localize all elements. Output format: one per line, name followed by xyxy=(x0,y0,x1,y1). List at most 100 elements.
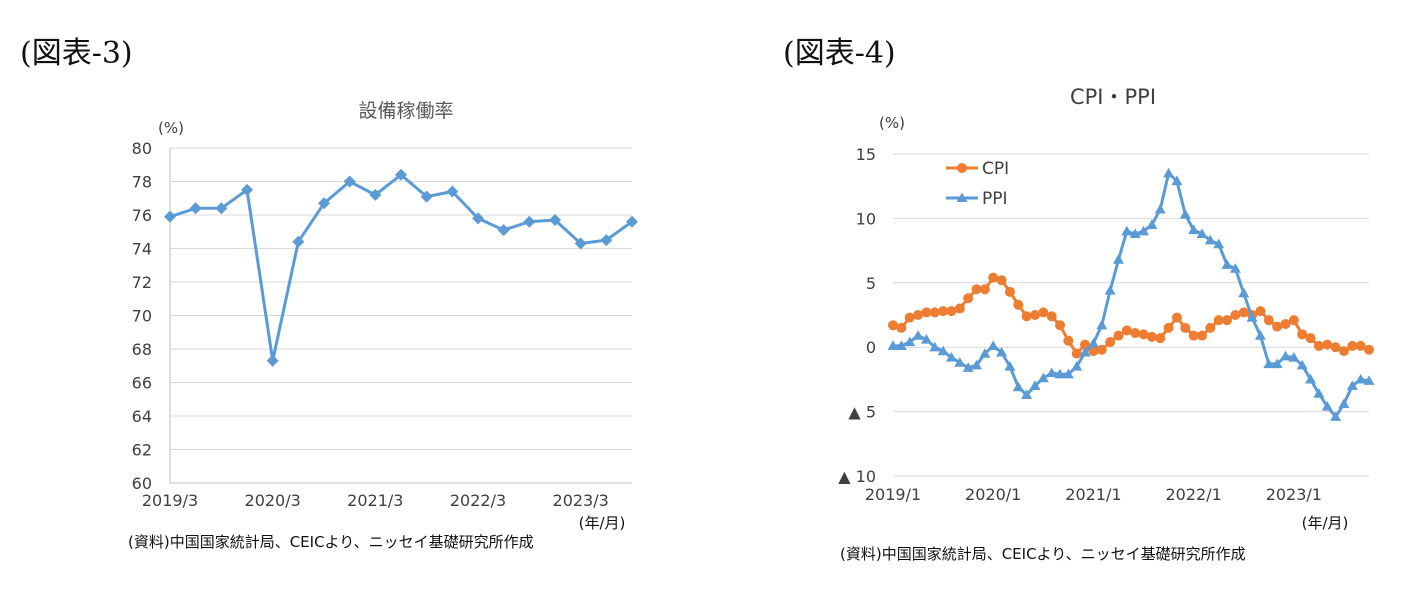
cpi-point-marker xyxy=(1305,333,1316,344)
cpi-point-marker xyxy=(988,272,999,283)
cpi-point-marker xyxy=(1188,330,1199,341)
legend-label: PPI xyxy=(982,189,1008,209)
data-point-marker xyxy=(626,215,638,228)
cpi-point-marker xyxy=(1355,340,1366,351)
y-tick-label: 72 xyxy=(132,273,152,292)
ppi-point-marker xyxy=(929,341,941,352)
cpi-point-marker xyxy=(1146,331,1157,342)
data-point-marker xyxy=(549,214,561,227)
ppi-point-marker xyxy=(1204,234,1216,245)
cpi-point-marker xyxy=(1263,315,1274,326)
x-tick-label: 2022/1 xyxy=(1165,485,1221,504)
cpi-point-marker xyxy=(1038,307,1049,318)
data-point-marker xyxy=(420,190,433,203)
cpi-point-marker xyxy=(1013,299,1024,310)
x-tick-label: 2023/1 xyxy=(1266,485,1322,504)
ppi-point-marker xyxy=(887,340,899,351)
ppi-point-marker xyxy=(1238,287,1250,298)
ppi-point-marker xyxy=(1221,259,1233,269)
cpi-point-marker xyxy=(1055,320,1066,331)
cpi-point-marker xyxy=(1330,342,1341,353)
ppi-point-marker xyxy=(904,336,916,347)
data-point-marker xyxy=(523,215,536,228)
cpi-line xyxy=(892,276,1370,356)
ppi-point-marker xyxy=(1146,219,1158,229)
cpi-point-marker xyxy=(1280,319,1291,330)
x-tick-label: 2019/1 xyxy=(865,485,921,504)
figure-4-source-note: (資料)中国国家統計局、CEICより、ニッセイ基礎研究所作成 xyxy=(840,545,1246,563)
ppi-point-marker xyxy=(1021,389,1033,399)
cpi-point-marker xyxy=(904,312,915,323)
y-tick-label: 80 xyxy=(132,139,152,158)
y-tick-label: 70 xyxy=(132,307,152,326)
ppi-point-marker xyxy=(1129,228,1141,238)
ppi-point-marker xyxy=(1154,203,1166,214)
ppi-point-marker xyxy=(1254,330,1266,340)
y-axis-unit-label: (%) xyxy=(158,119,184,137)
ppi-point-marker xyxy=(1171,175,1183,186)
y-tick-label: 0 xyxy=(866,338,876,357)
ppi-point-marker xyxy=(1121,225,1133,236)
ppi-point-marker xyxy=(1112,254,1124,264)
ppi-point-marker xyxy=(1288,352,1300,362)
cpi-point-marker xyxy=(1004,286,1015,297)
ppi-point-marker xyxy=(1046,367,1058,378)
cpi-point-marker xyxy=(1171,312,1182,323)
cpi-point-marker xyxy=(1288,315,1299,326)
ppi-point-marker xyxy=(1196,228,1208,238)
y-tick-label: ▲ 5 xyxy=(848,403,876,422)
data-point-marker xyxy=(369,188,382,201)
legend-swatch-marker xyxy=(957,163,967,173)
data-point-marker xyxy=(292,235,305,248)
x-tick-label: 2021/3 xyxy=(347,491,403,510)
figure-4-heading: (図表-4) xyxy=(783,36,896,71)
x-tick-label: 2022/3 xyxy=(450,491,506,510)
ppi-point-marker xyxy=(1104,285,1116,295)
figure-3-source-note: (資料)中国国家統計局、CEICより、ニッセイ基礎研究所作成 xyxy=(128,533,534,551)
ppi-point-marker xyxy=(1213,238,1225,249)
cpi-point-marker xyxy=(946,306,957,317)
capacity-utilization-chart: 設備稼働率 (%) 60 62 64 66 68 70 72 74 76 78 80 2019/3 2020… xyxy=(132,100,638,532)
cpi-point-marker xyxy=(1272,321,1283,332)
data-point-marker xyxy=(164,210,176,223)
data-point-marker xyxy=(395,168,407,181)
ppi-point-marker xyxy=(1246,312,1258,322)
cpi-point-marker xyxy=(963,293,974,304)
data-point-marker xyxy=(241,183,253,196)
cpi-point-marker xyxy=(996,275,1007,286)
ppi-point-marker xyxy=(1355,373,1367,384)
cpi-point-marker xyxy=(971,284,982,295)
ppi-point-marker xyxy=(1029,380,1041,390)
cpi-point-marker xyxy=(1138,329,1149,340)
ppi-point-marker xyxy=(1012,381,1024,392)
legend-label: CPI xyxy=(982,159,1009,179)
y-tick-label: 10 xyxy=(856,209,876,228)
y-tick-label: 78 xyxy=(132,173,152,192)
ppi-line xyxy=(893,171,1370,419)
cpi-point-marker xyxy=(913,310,924,320)
ppi-point-marker xyxy=(1346,380,1358,390)
y-axis-unit-label: (%) xyxy=(879,114,905,132)
cpi-point-marker xyxy=(921,307,932,318)
cpi-point-marker xyxy=(888,320,898,331)
ppi-point-marker xyxy=(1338,398,1350,408)
y-tick-label: 64 xyxy=(132,407,152,426)
x-tick-label: 2023/3 xyxy=(553,491,609,510)
ppi-point-marker xyxy=(1279,350,1291,361)
y-tick-label: ▲ 10 xyxy=(838,467,876,486)
cpi-point-marker xyxy=(1338,346,1349,357)
cpi-point-marker xyxy=(1196,330,1207,341)
cpi-point-marker xyxy=(1080,339,1091,350)
ppi-point-marker xyxy=(1054,368,1066,379)
cpi-point-marker xyxy=(1297,329,1308,340)
ppi-point-marker xyxy=(1271,358,1283,369)
cpi-point-marker xyxy=(938,306,949,317)
cpi-point-marker xyxy=(1105,337,1116,348)
x-axis-unit-label: (年/月) xyxy=(1302,514,1349,532)
y-tick-label: 5 xyxy=(866,274,876,293)
ppi-point-marker xyxy=(937,345,949,356)
x-tick-label: 2019/3 xyxy=(142,491,198,510)
ppi-point-marker xyxy=(1037,372,1049,383)
figure-3-heading: (図表-3) xyxy=(20,36,133,71)
